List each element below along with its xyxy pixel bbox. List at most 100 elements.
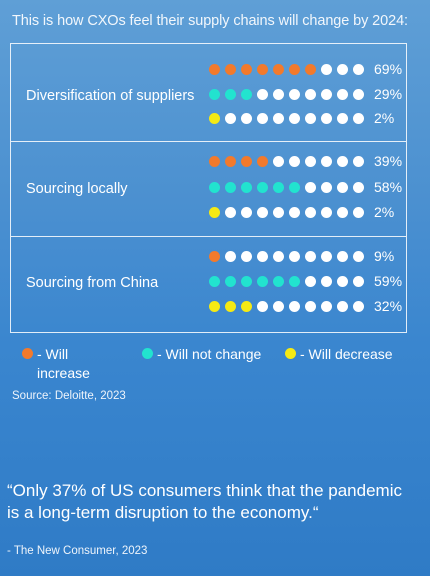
empty-dot xyxy=(337,156,348,167)
dot-row xyxy=(209,301,369,313)
group-sourcing-china: Sourcing from China 9% 59% 32% xyxy=(11,236,406,332)
no_change-dot xyxy=(225,276,236,287)
dot-row xyxy=(209,276,369,288)
empty-dot xyxy=(225,251,236,262)
no_change-dot xyxy=(241,276,252,287)
increase-dot xyxy=(209,64,220,75)
empty-dot xyxy=(257,301,268,312)
empty-dot xyxy=(353,89,364,100)
decrease-dot xyxy=(241,301,252,312)
yellow-dot-icon xyxy=(285,348,296,359)
empty-dot xyxy=(353,251,364,262)
empty-dot xyxy=(337,207,348,218)
empty-dot xyxy=(353,207,364,218)
no_change-dot xyxy=(257,276,268,287)
empty-dot xyxy=(305,89,316,100)
legend-label: - Will decrease xyxy=(300,346,393,362)
empty-dot xyxy=(321,64,332,75)
increase-dot xyxy=(257,156,268,167)
empty-dot xyxy=(257,251,268,262)
empty-dot xyxy=(321,156,332,167)
percent-label: 2% xyxy=(374,204,395,220)
empty-dot xyxy=(337,301,348,312)
legend-item-decrease: - Will decrease xyxy=(285,345,393,364)
percent-label: 2% xyxy=(374,110,395,126)
empty-dot xyxy=(305,251,316,262)
empty-dot xyxy=(305,276,316,287)
no_change-dot xyxy=(209,182,220,193)
empty-dot xyxy=(273,301,284,312)
empty-dot xyxy=(337,182,348,193)
decrease-dot xyxy=(225,301,236,312)
no_change-dot xyxy=(241,182,252,193)
legend-label: - Will not change xyxy=(157,346,262,362)
no_change-dot xyxy=(225,182,236,193)
percent-label: 9% xyxy=(374,248,395,264)
percent-label: 58% xyxy=(374,179,403,195)
empty-dot xyxy=(289,301,300,312)
no_change-dot xyxy=(289,276,300,287)
source-note: Source: Deloitte, 2023 xyxy=(12,390,126,402)
percent-label: 32% xyxy=(374,298,403,314)
increase-dot xyxy=(289,64,300,75)
empty-dot xyxy=(305,113,316,124)
increase-dot xyxy=(209,251,220,262)
increase-dot xyxy=(257,64,268,75)
empty-dot xyxy=(225,207,236,218)
empty-dot xyxy=(289,89,300,100)
group-label: Diversification of suppliers xyxy=(26,88,195,104)
legend-label: - Will increase xyxy=(37,346,90,381)
empty-dot xyxy=(241,251,252,262)
decrease-dot xyxy=(209,207,220,218)
empty-dot xyxy=(321,113,332,124)
no_change-dot xyxy=(273,182,284,193)
empty-dot xyxy=(337,64,348,75)
empty-dot xyxy=(257,207,268,218)
increase-dot xyxy=(305,64,316,75)
empty-dot xyxy=(337,89,348,100)
dot-row xyxy=(209,251,369,263)
legend: - Will increase - Will not change - Will… xyxy=(0,345,430,385)
empty-dot xyxy=(353,182,364,193)
empty-dot xyxy=(337,251,348,262)
empty-dot xyxy=(289,156,300,167)
decrease-dot xyxy=(209,301,220,312)
empty-dot xyxy=(289,207,300,218)
empty-dot xyxy=(241,113,252,124)
empty-dot xyxy=(273,156,284,167)
orange-dot-icon xyxy=(22,348,33,359)
empty-dot xyxy=(321,182,332,193)
empty-dot xyxy=(305,207,316,218)
dot-row xyxy=(209,89,369,101)
empty-dot xyxy=(257,89,268,100)
dot-row xyxy=(209,207,369,219)
increase-dot xyxy=(225,64,236,75)
empty-dot xyxy=(273,207,284,218)
empty-dot xyxy=(353,301,364,312)
dot-row xyxy=(209,156,369,168)
empty-dot xyxy=(337,113,348,124)
empty-dot xyxy=(337,276,348,287)
empty-dot xyxy=(321,276,332,287)
empty-dot xyxy=(305,301,316,312)
empty-dot xyxy=(305,182,316,193)
empty-dot xyxy=(273,251,284,262)
empty-dot xyxy=(353,276,364,287)
no_change-dot xyxy=(209,276,220,287)
no_change-dot xyxy=(289,182,300,193)
increase-dot xyxy=(241,156,252,167)
empty-dot xyxy=(353,64,364,75)
increase-dot xyxy=(273,64,284,75)
legend-item-no-change: - Will not change xyxy=(142,345,261,364)
percent-label: 69% xyxy=(374,61,403,77)
no_change-dot xyxy=(257,182,268,193)
no_change-dot xyxy=(241,89,252,100)
empty-dot xyxy=(321,89,332,100)
quote: “Only 37% of US consumers think that the… xyxy=(7,481,402,522)
no_change-dot xyxy=(225,89,236,100)
dot-row xyxy=(209,64,369,76)
empty-dot xyxy=(289,251,300,262)
no_change-dot xyxy=(209,89,220,100)
empty-dot xyxy=(305,156,316,167)
empty-dot xyxy=(273,89,284,100)
